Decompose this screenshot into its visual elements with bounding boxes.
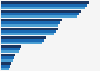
Bar: [1, 15, 77, 18]
Bar: [1, 7, 85, 9]
Bar: [1, 30, 56, 33]
Bar: [1, 59, 13, 62]
Bar: [1, 54, 15, 56]
Bar: [1, 19, 62, 22]
Bar: [1, 10, 81, 13]
Bar: [1, 13, 79, 15]
Bar: [1, 22, 60, 24]
Bar: [1, 48, 20, 50]
Bar: [1, 56, 14, 59]
Bar: [1, 62, 11, 65]
Bar: [1, 65, 10, 68]
Bar: [1, 33, 54, 36]
Bar: [1, 36, 46, 39]
Bar: [1, 1, 89, 4]
Bar: [1, 4, 87, 7]
Bar: [1, 50, 19, 53]
Bar: [1, 45, 21, 48]
Bar: [1, 39, 44, 42]
Bar: [1, 68, 9, 70]
Bar: [1, 28, 58, 30]
Bar: [1, 24, 58, 27]
Bar: [1, 42, 42, 44]
